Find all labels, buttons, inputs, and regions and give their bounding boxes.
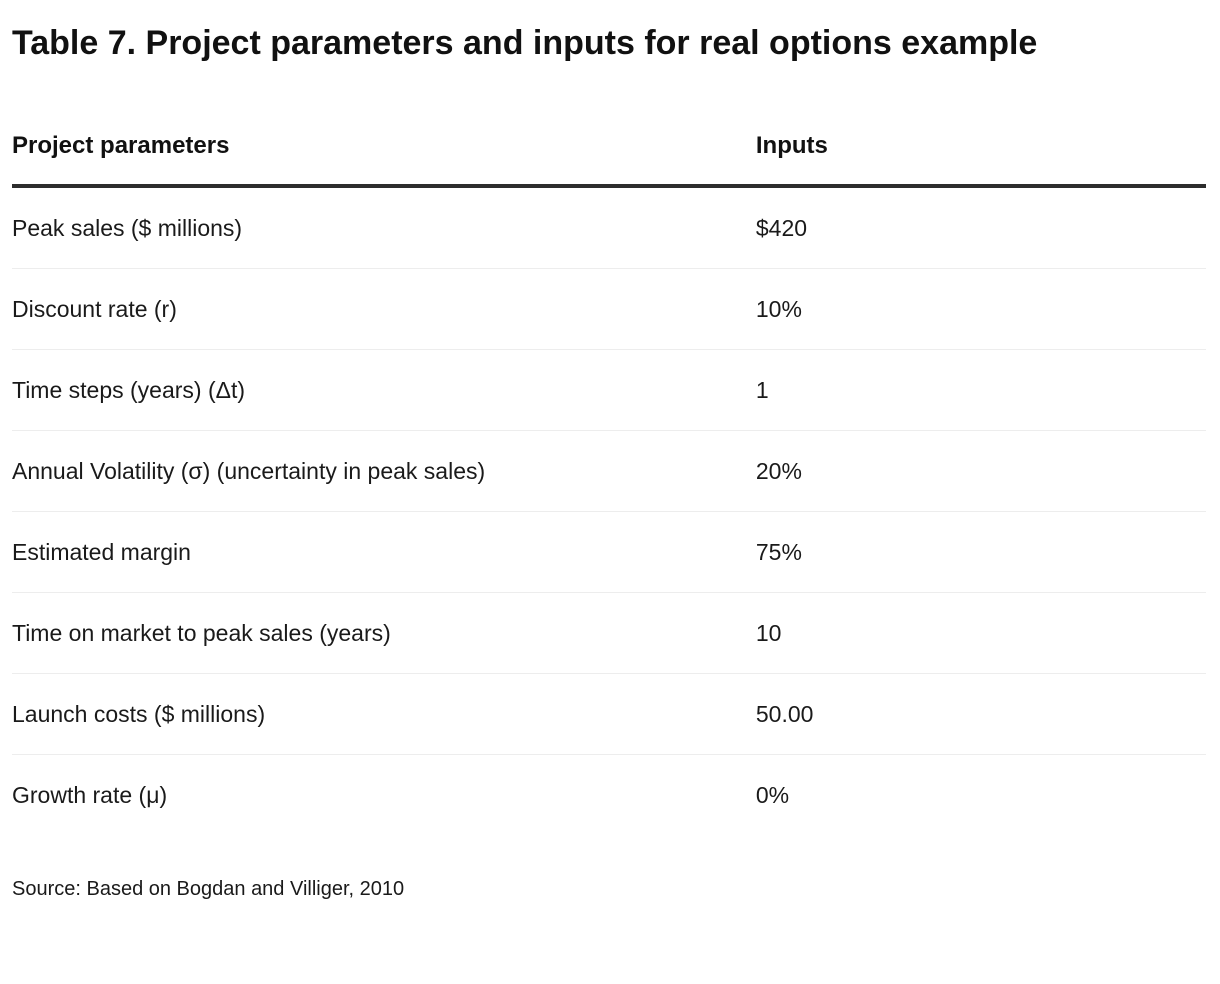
source-note: Source: Based on Bogdan and Villiger, 20… (12, 878, 405, 900)
param-cell: Peak sales ($ millions) (12, 186, 756, 269)
value-cell: 50.00 (755, 673, 1206, 755)
table-row: Discount rate (r) 10% (12, 268, 1206, 350)
table-caption: Table 7. Project parameters and inputs f… (12, 24, 1038, 62)
value-cell: 20% (755, 430, 1206, 512)
param-cell: Estimated margin (12, 511, 756, 593)
table-row: Time on market to peak sales (years) 10 (12, 592, 1206, 674)
param-cell: Time steps (years) (Δt) (12, 349, 756, 431)
table-header: Project parameters Inputs (12, 130, 1206, 188)
table-row: Growth rate (μ) 0% (12, 755, 1206, 836)
page-container: Table 7. Project parameters and inputs f… (0, 14, 1220, 903)
param-cell: Launch costs ($ millions) (12, 673, 756, 755)
table-row: Time steps (years) (Δt) 1 (12, 349, 1206, 431)
table-row: Estimated margin 75% (12, 511, 1206, 593)
table-row: Launch costs ($ millions) 50.00 (12, 673, 1206, 755)
param-cell: Growth rate (μ) (12, 782, 168, 808)
value-cell: 10 (755, 592, 1206, 674)
value-cell: 1 (755, 349, 1206, 431)
column-header-project-parameters: Project parameters (12, 130, 756, 188)
value-cell: 75% (755, 511, 1206, 593)
value-cell: $420 (755, 186, 1206, 269)
header-row: Project parameters Inputs (12, 130, 1206, 188)
param-cell: Time on market to peak sales (years) (12, 592, 756, 674)
param-cell: Annual Volatility (σ) (uncertainty in pe… (12, 430, 756, 512)
value-cell: 0% (755, 782, 790, 808)
table-row: Annual Volatility (σ) (uncertainty in pe… (12, 430, 1206, 512)
table-row: Peak sales ($ millions) $420 (12, 186, 1206, 269)
parameters-table: Project parameters Inputs Peak sales ($ … (12, 130, 1206, 835)
column-header-inputs: Inputs (755, 130, 1206, 188)
table-body: Peak sales ($ millions) $420 Discount ra… (12, 186, 1206, 835)
param-cell: Discount rate (r) (12, 268, 756, 350)
value-cell: 10% (755, 268, 1206, 350)
